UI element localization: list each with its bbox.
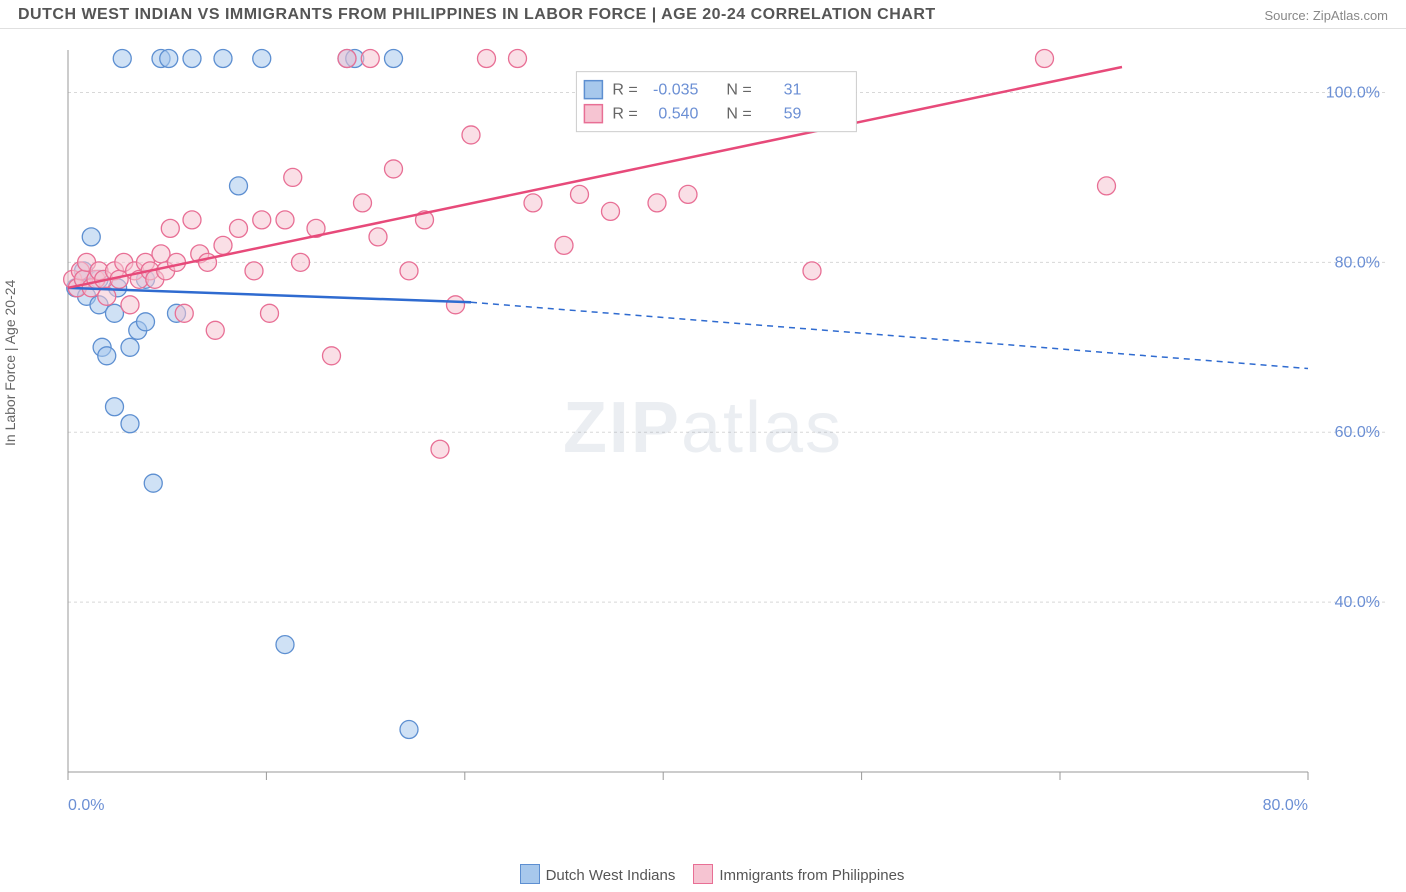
svg-text:80.0%: 80.0%	[1335, 254, 1380, 271]
legend-swatch	[693, 864, 713, 884]
header-row: DUTCH WEST INDIAN VS IMMIGRANTS FROM PHI…	[0, 0, 1406, 29]
svg-text:0.0%: 0.0%	[68, 797, 104, 814]
svg-text:59: 59	[784, 106, 802, 123]
svg-text:R =: R =	[612, 82, 637, 99]
correlation-chart: 40.0% 60.0% 80.0% 100.0% 0.0% 80.0% R = -0.035 N…	[48, 42, 1388, 822]
legend-swatch	[520, 864, 540, 884]
y-axis-label: In Labor Force | Age 20-24	[2, 280, 18, 446]
legend-label: Immigrants from Philippines	[719, 867, 904, 884]
svg-text:80.0%: 80.0%	[1263, 797, 1308, 814]
svg-text:-0.035: -0.035	[653, 82, 698, 99]
chart-title: DUTCH WEST INDIAN VS IMMIGRANTS FROM PHI…	[18, 6, 936, 24]
svg-text:40.0%: 40.0%	[1335, 594, 1380, 611]
svg-text:R =: R =	[612, 106, 637, 123]
svg-text:0.540: 0.540	[658, 106, 698, 123]
svg-text:N =: N =	[726, 82, 751, 99]
legend-label: Dutch West Indians	[546, 867, 676, 884]
svg-text:31: 31	[784, 82, 802, 99]
svg-text:N =: N =	[726, 106, 751, 123]
svg-text:60.0%: 60.0%	[1335, 424, 1380, 441]
svg-text:100.0%: 100.0%	[1326, 84, 1380, 101]
source-label: Source: ZipAtlas.com	[1264, 8, 1388, 23]
legend-bottom: Dutch West Indians Immigrants from Philip…	[0, 864, 1406, 884]
